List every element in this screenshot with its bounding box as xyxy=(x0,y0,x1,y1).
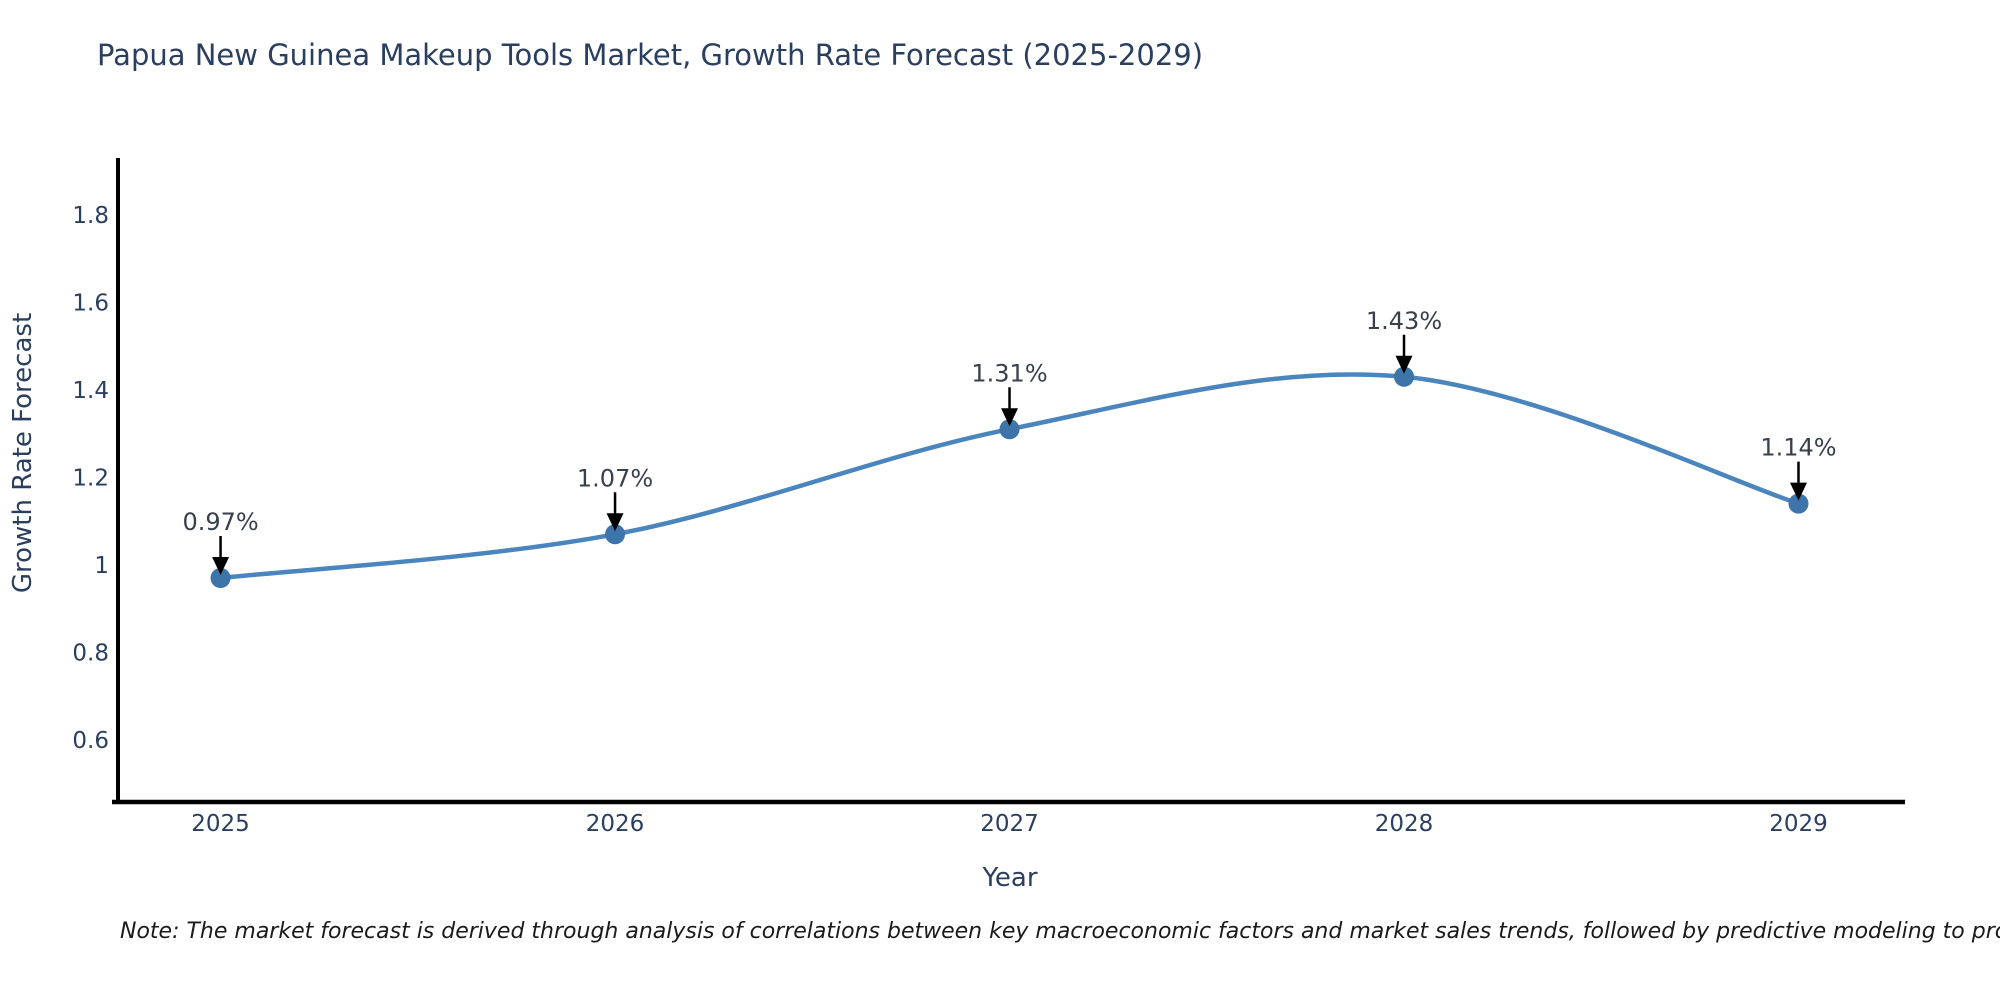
y-tick-label: 1.8 xyxy=(72,203,109,229)
x-tick-label: 2026 xyxy=(586,811,645,837)
data-point-marker xyxy=(605,524,626,545)
annotation-arrowhead xyxy=(1001,408,1019,427)
annotation-arrowhead xyxy=(1395,355,1413,374)
annotation-arrowhead xyxy=(212,557,230,575)
data-point-marker xyxy=(1788,493,1809,514)
x-tick-label: 2028 xyxy=(1375,811,1434,837)
y-tick-label: 1.2 xyxy=(72,465,109,491)
y-tick-label: 0.6 xyxy=(72,728,109,754)
y-tick-label: 1.6 xyxy=(72,290,109,316)
x-axis-title: Year xyxy=(982,863,1038,893)
point-annotation-label: 1.14% xyxy=(1760,434,1836,462)
y-tick-label: 0.8 xyxy=(72,640,109,666)
x-tick-label: 2025 xyxy=(191,811,250,837)
x-tick-label: 2029 xyxy=(1769,811,1828,837)
point-annotation-label: 1.43% xyxy=(1366,307,1442,335)
point-annotation-label: 0.97% xyxy=(182,508,258,536)
data-point-marker xyxy=(1394,366,1415,387)
chart-title: Papua New Guinea Makeup Tools Market, Gr… xyxy=(97,38,1204,72)
y-axis-title: Growth Rate Forecast xyxy=(8,312,38,594)
point-annotation-label: 1.07% xyxy=(577,464,653,492)
footnote: Note: The market forecast is derived thr… xyxy=(120,919,2000,944)
annotation-arrowhead xyxy=(1789,482,1807,501)
annotation-arrowhead xyxy=(606,513,624,532)
y-tick-label: 1 xyxy=(94,553,109,579)
data-point-marker xyxy=(210,568,231,588)
point-annotation-label: 1.31% xyxy=(971,359,1047,387)
y-tick-label: 1.4 xyxy=(72,378,109,404)
data-point-marker xyxy=(999,419,1020,440)
x-tick-label: 2027 xyxy=(980,811,1039,837)
